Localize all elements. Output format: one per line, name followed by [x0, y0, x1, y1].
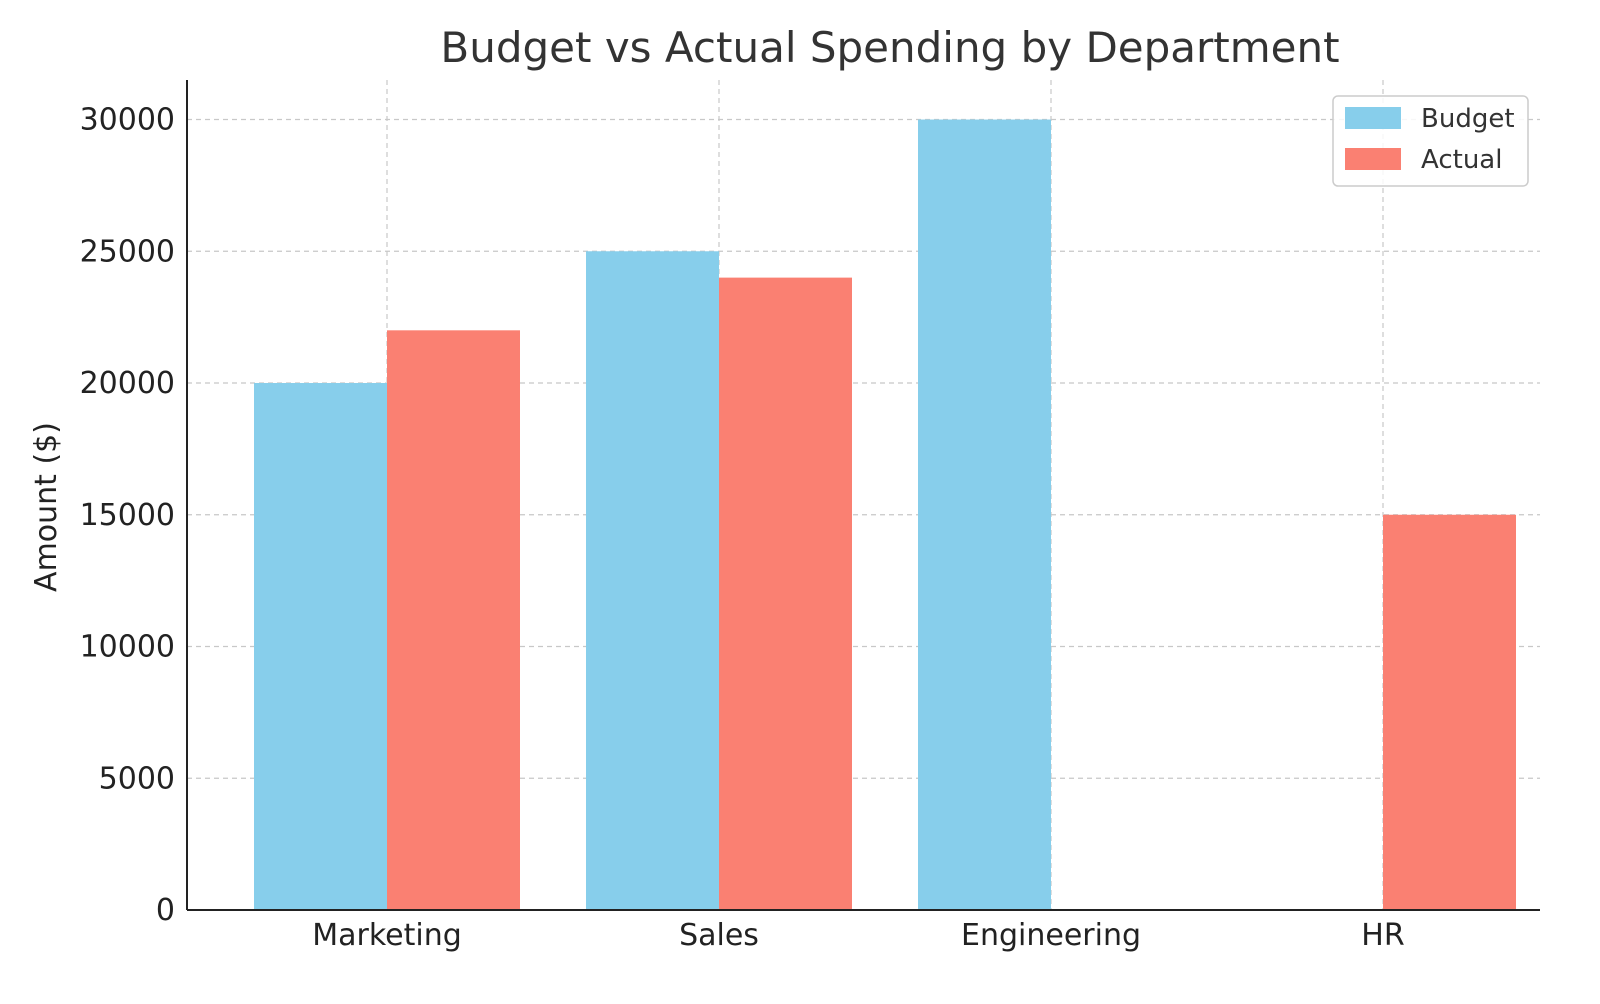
bar-budget-marketing [254, 383, 387, 910]
x-tick-label: Marketing [312, 918, 462, 953]
bar-budget-engineering [918, 119, 1051, 911]
y-tick-label: 5000 [99, 761, 175, 796]
bar-actual-sales [719, 277, 852, 911]
bar-actual-marketing [387, 330, 520, 910]
y-tick-label: 15000 [80, 498, 175, 533]
x-tick-label: Engineering [961, 918, 1141, 953]
bars [254, 119, 1516, 911]
y-tick-label: 30000 [80, 103, 175, 138]
legend-swatch-budget [1345, 107, 1401, 129]
chart-title: Budget vs Actual Spending by Department [440, 23, 1339, 72]
x-tick-label: Sales [679, 918, 759, 953]
legend-label-budget: Budget [1421, 104, 1515, 134]
y-tick-labels: 0 5000 10000 15000 20000 25000 30000 [80, 103, 175, 928]
axes [186, 80, 1540, 911]
bar-budget-sales [586, 251, 719, 910]
legend-swatch-actual [1345, 148, 1401, 170]
y-tick-label: 20000 [80, 366, 175, 401]
y-tick-label: 0 [156, 893, 175, 928]
x-tick-labels: Marketing Sales Engineering HR [312, 918, 1404, 953]
bar-actual-hr [1383, 514, 1516, 910]
y-tick-label: 25000 [80, 234, 175, 269]
x-tick-label: HR [1361, 918, 1404, 953]
y-tick-label: 10000 [80, 630, 175, 665]
legend-label-actual: Actual [1421, 145, 1502, 175]
legend: Budget Actual [1332, 95, 1529, 187]
y-axis-label: Amount ($) [29, 422, 64, 592]
